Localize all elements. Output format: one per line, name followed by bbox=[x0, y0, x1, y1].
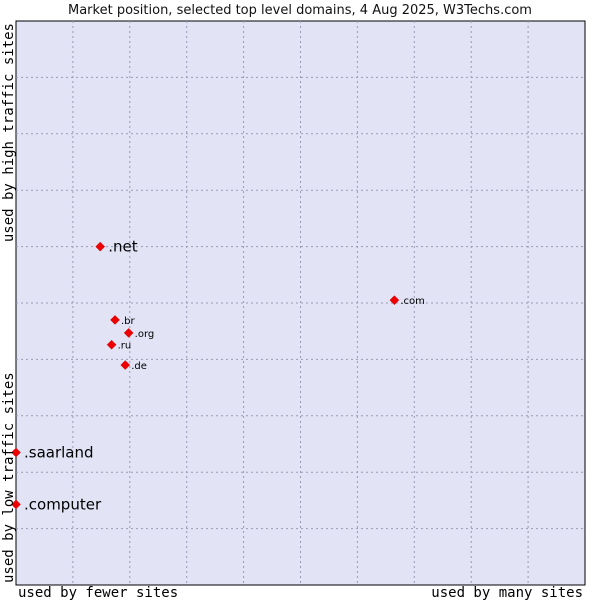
y-axis-label-bottom: used by low traffic sites bbox=[1, 372, 17, 583]
point-marker bbox=[11, 447, 21, 458]
point-label: .org bbox=[135, 329, 155, 340]
x-axis-label-left: used by fewer sites bbox=[18, 585, 178, 600]
point-marker bbox=[110, 315, 120, 325]
point-marker bbox=[106, 339, 117, 350]
point-label: .com bbox=[400, 296, 425, 307]
y-axis-label-top: used by high traffic sites bbox=[1, 23, 17, 242]
point-label: .saarland bbox=[24, 443, 94, 461]
point-marker bbox=[123, 328, 134, 338]
chart-title: Market position, selected top level doma… bbox=[68, 3, 532, 18]
point-marker bbox=[95, 241, 106, 252]
x-axis-label-right: used by many sites bbox=[431, 585, 583, 600]
point-ru: .ru bbox=[106, 339, 132, 352]
grid bbox=[16, 21, 585, 585]
point-computer: .computer bbox=[11, 495, 102, 513]
point-org: .org bbox=[123, 328, 155, 340]
data-points: .com .net .br .org.ru .de .saarland .computer bbox=[11, 238, 425, 513]
point-net: .net bbox=[95, 238, 138, 256]
point-de: .de bbox=[120, 360, 147, 372]
point-label: .de bbox=[131, 361, 147, 372]
point-com: .com bbox=[389, 295, 425, 307]
point-marker bbox=[389, 295, 400, 306]
point-marker bbox=[120, 360, 131, 370]
point-label: .computer bbox=[24, 495, 102, 513]
point-saarland: .saarland bbox=[11, 443, 94, 461]
point-label: .net bbox=[108, 238, 138, 256]
point-label: .br bbox=[121, 316, 136, 327]
point-br: .br bbox=[110, 315, 136, 327]
point-label: .ru bbox=[118, 341, 132, 352]
point-marker bbox=[11, 499, 21, 510]
